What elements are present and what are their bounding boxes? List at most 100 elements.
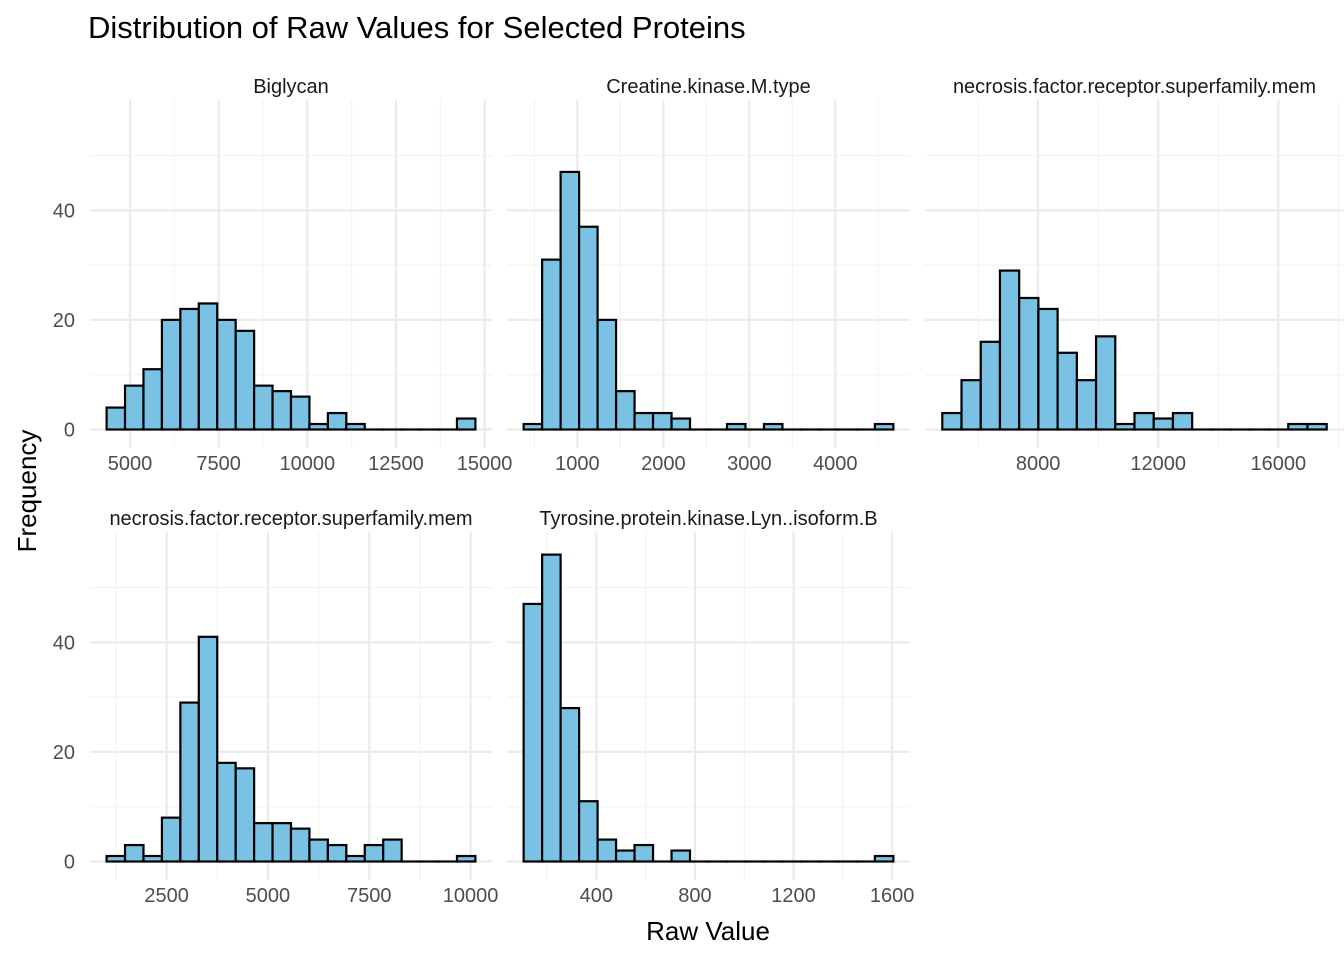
histogram-bar xyxy=(271,822,293,863)
histogram-bar xyxy=(326,843,348,863)
facets-layer: Biglycan 5000 7500 10000 12500 15000 0 20 40 Crea… xyxy=(53,76,1344,907)
x-tick-label: 8000 xyxy=(1016,453,1061,475)
facet-plot-area xyxy=(90,532,492,880)
histogram-bar xyxy=(253,384,274,431)
x-tick-label: 7500 xyxy=(347,885,392,907)
histogram-bar xyxy=(197,635,219,863)
histogram-bar xyxy=(308,838,329,863)
histogram-bar xyxy=(979,340,1002,431)
histogram-bar xyxy=(596,838,618,863)
x-tick-label: 800 xyxy=(678,885,711,907)
histogram-bar xyxy=(345,422,366,431)
histogram-bar xyxy=(577,225,599,431)
histogram-bar xyxy=(614,849,636,863)
x-tick-label: 10000 xyxy=(443,885,499,907)
histogram-bar xyxy=(559,170,581,431)
histogram-bar xyxy=(522,422,544,431)
y-axis-title: Frequency xyxy=(12,430,42,553)
histogram-bar xyxy=(596,318,618,431)
histogram-bar xyxy=(1287,422,1309,431)
x-tick-label: 1600 xyxy=(870,885,915,907)
facet-panel: necrosis.factor.receptor.superfamily.mem… xyxy=(53,508,499,907)
histogram-bar xyxy=(670,849,692,863)
facet-panel: necrosis.factor.receptor.superfamily.mem… xyxy=(925,76,1344,475)
histogram-bar xyxy=(1306,422,1328,431)
histogram-bar xyxy=(633,843,655,863)
histogram-bar xyxy=(234,767,256,863)
histogram-bar xyxy=(873,422,895,431)
histogram-bar xyxy=(234,329,256,431)
histogram-bar xyxy=(289,827,311,863)
facet-strip-label: Biglycan xyxy=(253,76,329,98)
histogram-bar xyxy=(941,411,963,431)
histogram-bar xyxy=(308,422,329,431)
x-tick-label: 5000 xyxy=(108,453,153,475)
facet-plot-area xyxy=(507,100,910,448)
facet-strip-label: necrosis.factor.receptor.superfamily.mem xyxy=(953,76,1316,98)
histogram-bar xyxy=(105,854,127,863)
histogram-bar xyxy=(541,553,562,863)
histogram-bar xyxy=(960,379,982,431)
histogram-bar xyxy=(345,854,366,863)
x-tick-label: 2500 xyxy=(144,885,189,907)
histogram-bar xyxy=(1018,296,1040,431)
histogram-bar xyxy=(197,302,219,431)
histogram-bar xyxy=(105,406,127,431)
histogram-bar xyxy=(1094,335,1117,431)
histogram-bar xyxy=(123,843,145,863)
facet-panel: Creatine.kinase.M.type 1000 2000 3000 4000 xyxy=(507,76,910,475)
histogram-bar xyxy=(253,822,274,863)
histogram-bar xyxy=(651,411,673,431)
histogram-bar xyxy=(142,368,164,431)
histogram-bar xyxy=(633,411,655,431)
histogram-bar xyxy=(216,761,237,863)
histogram-bar xyxy=(179,701,200,863)
histogram-bar xyxy=(559,706,581,863)
histogram-bar xyxy=(455,854,477,863)
histogram-bar xyxy=(123,384,145,431)
y-tick-label: 20 xyxy=(53,742,75,764)
histogram-bar xyxy=(1133,411,1155,431)
y-tick-label: 20 xyxy=(53,310,75,332)
histogram-bar xyxy=(216,318,237,431)
histogram-bar xyxy=(873,854,895,863)
x-tick-label: 7500 xyxy=(196,453,241,475)
x-tick-label: 3000 xyxy=(727,453,772,475)
y-tick-label: 40 xyxy=(53,200,75,222)
x-tick-label: 12500 xyxy=(368,453,424,475)
facet-plot-area xyxy=(507,532,910,880)
y-tick-label: 40 xyxy=(53,632,75,654)
facet-strip-label: necrosis.factor.receptor.superfamily.mem xyxy=(109,508,472,530)
x-tick-label: 1000 xyxy=(555,453,600,475)
histogram-bar xyxy=(1114,422,1136,431)
histogram-bar xyxy=(160,816,182,863)
histogram-bar xyxy=(522,602,544,863)
histogram-bar xyxy=(142,854,164,863)
histogram-bar xyxy=(725,422,747,431)
x-tick-label: 16000 xyxy=(1251,453,1307,475)
x-tick-label: 5000 xyxy=(246,885,291,907)
histogram-bar xyxy=(762,422,784,431)
histogram-bar xyxy=(541,258,562,431)
x-tick-label: 15000 xyxy=(457,453,513,475)
y-tick-label: 0 xyxy=(64,852,75,874)
histogram-bar xyxy=(455,417,477,431)
histogram-bar xyxy=(1171,411,1194,431)
histogram-bar xyxy=(577,800,599,863)
histogram-bar xyxy=(382,838,403,863)
facet-panel: Tyrosine.protein.kinase.Lyn..isoform.B 40… xyxy=(507,508,914,907)
x-tick-label: 1200 xyxy=(771,885,816,907)
histogram-bar xyxy=(271,390,293,431)
histogram-bar xyxy=(160,318,182,431)
histogram-bar xyxy=(363,843,385,863)
x-tick-label: 12000 xyxy=(1130,453,1186,475)
histogram-bar xyxy=(998,269,1021,431)
histogram-bar xyxy=(289,395,311,431)
histogram-bar xyxy=(1037,307,1059,431)
x-axis-title: Raw Value xyxy=(646,916,770,946)
facet-panel: Biglycan 5000 7500 10000 12500 15000 0 20 40 xyxy=(53,76,513,475)
histogram-bar xyxy=(1056,351,1078,431)
facet-plot-area xyxy=(90,100,492,448)
chart-title: Distribution of Raw Values for Selected … xyxy=(88,10,746,45)
